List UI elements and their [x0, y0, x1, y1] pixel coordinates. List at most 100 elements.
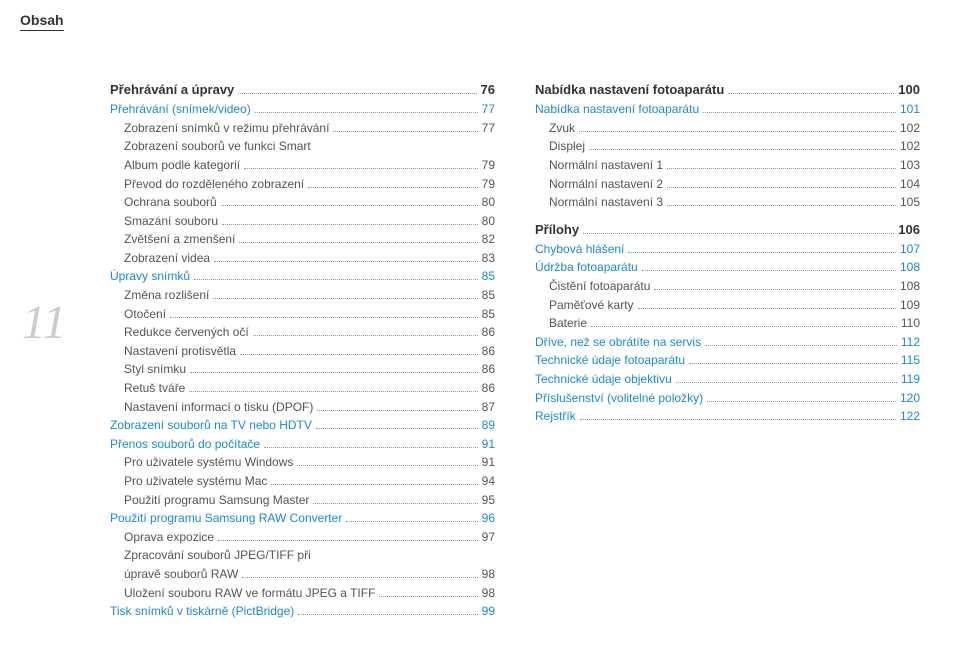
- toc-entry-title: Uložení souboru RAW ve formátu JPEG a TI…: [124, 584, 375, 603]
- toc-entry-title: Rejstřík: [535, 407, 576, 426]
- toc-leader-dots: [298, 614, 477, 615]
- toc-leader-dots: [264, 447, 478, 448]
- toc-entry-title: Styl snímku: [124, 360, 186, 379]
- toc-leader-dots: [190, 372, 478, 373]
- toc-entry: Ochrana souborů 80: [110, 193, 495, 212]
- toc-entry-page: 86: [482, 379, 495, 398]
- toc-leader-dots: [579, 131, 896, 132]
- toc-entry: Normální nastavení 1103: [535, 156, 920, 175]
- toc-entry: Rejstřík122: [535, 407, 920, 426]
- toc-entry-page: 108: [900, 258, 920, 277]
- toc-entry: Zobrazení snímků v režimu přehrávání 77: [110, 119, 495, 138]
- toc-entry-page: 100: [898, 80, 920, 100]
- toc-entry: Technické údaje fotoaparátu 115: [535, 351, 920, 370]
- toc-entry: Zobrazení souborů ve funkci Smart: [110, 137, 495, 156]
- toc-leader-dots: [705, 345, 897, 346]
- toc-entry: Nabídka nastavení fotoaparátu 100: [535, 80, 920, 100]
- toc-leader-dots: [194, 279, 478, 280]
- toc-entry-title: Otočení: [124, 305, 166, 324]
- toc-entry-title: Čistění fotoaparátu: [549, 277, 650, 296]
- toc-entry-page: 80: [482, 212, 495, 231]
- toc-entry-page: 76: [481, 80, 495, 100]
- toc-entry-page: 110: [901, 314, 920, 333]
- toc-entry-page: 94: [482, 472, 495, 491]
- toc-entry-page: 120: [900, 389, 920, 408]
- toc-leader-dots: [642, 270, 896, 271]
- toc-entry: Normální nastavení 3105: [535, 193, 920, 212]
- toc-entry: Zpracování souborů JPEG/TIFF při: [110, 546, 495, 565]
- toc-entry-page: 85: [482, 267, 495, 286]
- toc-entry-title: Normální nastavení 3: [549, 193, 663, 212]
- toc-entry: Pro uživatele systému Windows91: [110, 453, 495, 472]
- toc-entry-page: 103: [900, 156, 920, 175]
- toc-right-column: Nabídka nastavení fotoaparátu100Nabídka …: [535, 80, 920, 621]
- toc-entry-page: 80: [482, 193, 495, 212]
- toc-leader-dots: [667, 187, 896, 188]
- toc-leader-dots: [189, 391, 477, 392]
- toc-entry-title: Zpracování souborů JPEG/TIFF při: [124, 546, 311, 565]
- toc-entry-title: Zobrazení souborů ve funkci Smart: [124, 137, 311, 156]
- toc-entry-title: Nabídka nastavení fotoaparátu: [535, 100, 699, 119]
- toc-entry-title: Chybová hlášení: [535, 240, 624, 259]
- toc-leader-dots: [580, 419, 896, 420]
- toc-entry-title: Nastavení informací o tisku (DPOF): [124, 398, 313, 417]
- toc-entry-title: Zobrazení snímků v režimu přehrávání: [124, 119, 329, 138]
- toc-entry: Přílohy 106: [535, 220, 920, 240]
- toc-entry: Pro uživatele systému Mac 94: [110, 472, 495, 491]
- toc-leader-dots: [297, 465, 477, 466]
- toc-leader-dots: [667, 168, 896, 169]
- toc-entry: Změna rozlišení85: [110, 286, 495, 305]
- toc-leader-dots: [214, 261, 478, 262]
- toc-entry-page: 77: [482, 119, 495, 138]
- toc-entry-page: 83: [482, 249, 495, 268]
- toc-leader-dots: [238, 93, 476, 94]
- toc-entry: Redukce červených očí86: [110, 323, 495, 342]
- toc-entry: Zvuk102: [535, 119, 920, 138]
- toc-entry: Uložení souboru RAW ve formátu JPEG a TI…: [110, 584, 495, 603]
- toc-entry-title: Displej: [549, 137, 585, 156]
- toc-leader-dots: [308, 187, 478, 188]
- toc-entry-page: 85: [482, 286, 495, 305]
- toc-entry-page: 104: [900, 175, 920, 194]
- toc-entry: Přenos souborů do počítače91: [110, 435, 495, 454]
- toc-entry-page: 115: [901, 351, 920, 370]
- toc-entry-title: Dříve, než se obrátíte na servis: [535, 333, 701, 352]
- toc-entry: Přehrávání (snímek/video)77: [110, 100, 495, 119]
- toc-entry: Dříve, než se obrátíte na servis112: [535, 333, 920, 352]
- toc-entry-page: 96: [482, 509, 495, 528]
- toc-entry-page: 107: [900, 240, 920, 259]
- toc-leader-dots: [689, 363, 897, 364]
- toc-entry-title: Zvuk: [549, 119, 575, 138]
- toc-entry: Použití programu Samsung Master95: [110, 491, 495, 510]
- toc-entry: Příslušenství (volitelné položky)120: [535, 389, 920, 408]
- toc-leader-dots: [313, 503, 477, 504]
- toc-leader-dots: [271, 484, 477, 485]
- toc-entry-page: 87: [482, 398, 495, 417]
- toc-leader-dots: [591, 326, 897, 327]
- toc-leader-dots: [240, 354, 478, 355]
- toc-entry-page: 102: [900, 137, 920, 156]
- toc-entry-title: Technické údaje fotoaparátu: [535, 351, 685, 370]
- toc-entry-title: Pro uživatele systému Mac: [124, 472, 267, 491]
- toc-entry-page: 101: [900, 100, 920, 119]
- toc-entry-title: Zobrazení videa: [124, 249, 210, 268]
- toc-entry-title: Retuš tváře: [124, 379, 185, 398]
- toc-entry-title: Nabídka nastavení fotoaparátu: [535, 80, 724, 100]
- toc-entry-page: 91: [482, 453, 495, 472]
- toc-entry: Čistění fotoaparátu108: [535, 277, 920, 296]
- toc-entry-title: Úpravy snímků: [110, 267, 190, 286]
- toc-entry-title: Ochrana souborů: [124, 193, 217, 212]
- toc-entry-title: Album podle kategorií: [124, 156, 240, 175]
- toc-leader-dots: [316, 428, 478, 429]
- toc-entry: úpravě souborů RAW98: [110, 565, 495, 584]
- toc-leader-dots: [676, 382, 897, 383]
- toc-entry-page: 86: [482, 360, 495, 379]
- toc-entry-page: 106: [898, 220, 920, 240]
- toc-leader-dots: [253, 335, 478, 336]
- toc-entry: Nabídka nastavení fotoaparátu 101: [535, 100, 920, 119]
- toc-entry: Smazání souboru80: [110, 212, 495, 231]
- toc-entry: Styl snímku 86: [110, 360, 495, 379]
- toc-entry-title: Přílohy: [535, 220, 579, 240]
- toc-entry-page: 79: [482, 156, 495, 175]
- toc-entry-page: 85: [482, 305, 495, 324]
